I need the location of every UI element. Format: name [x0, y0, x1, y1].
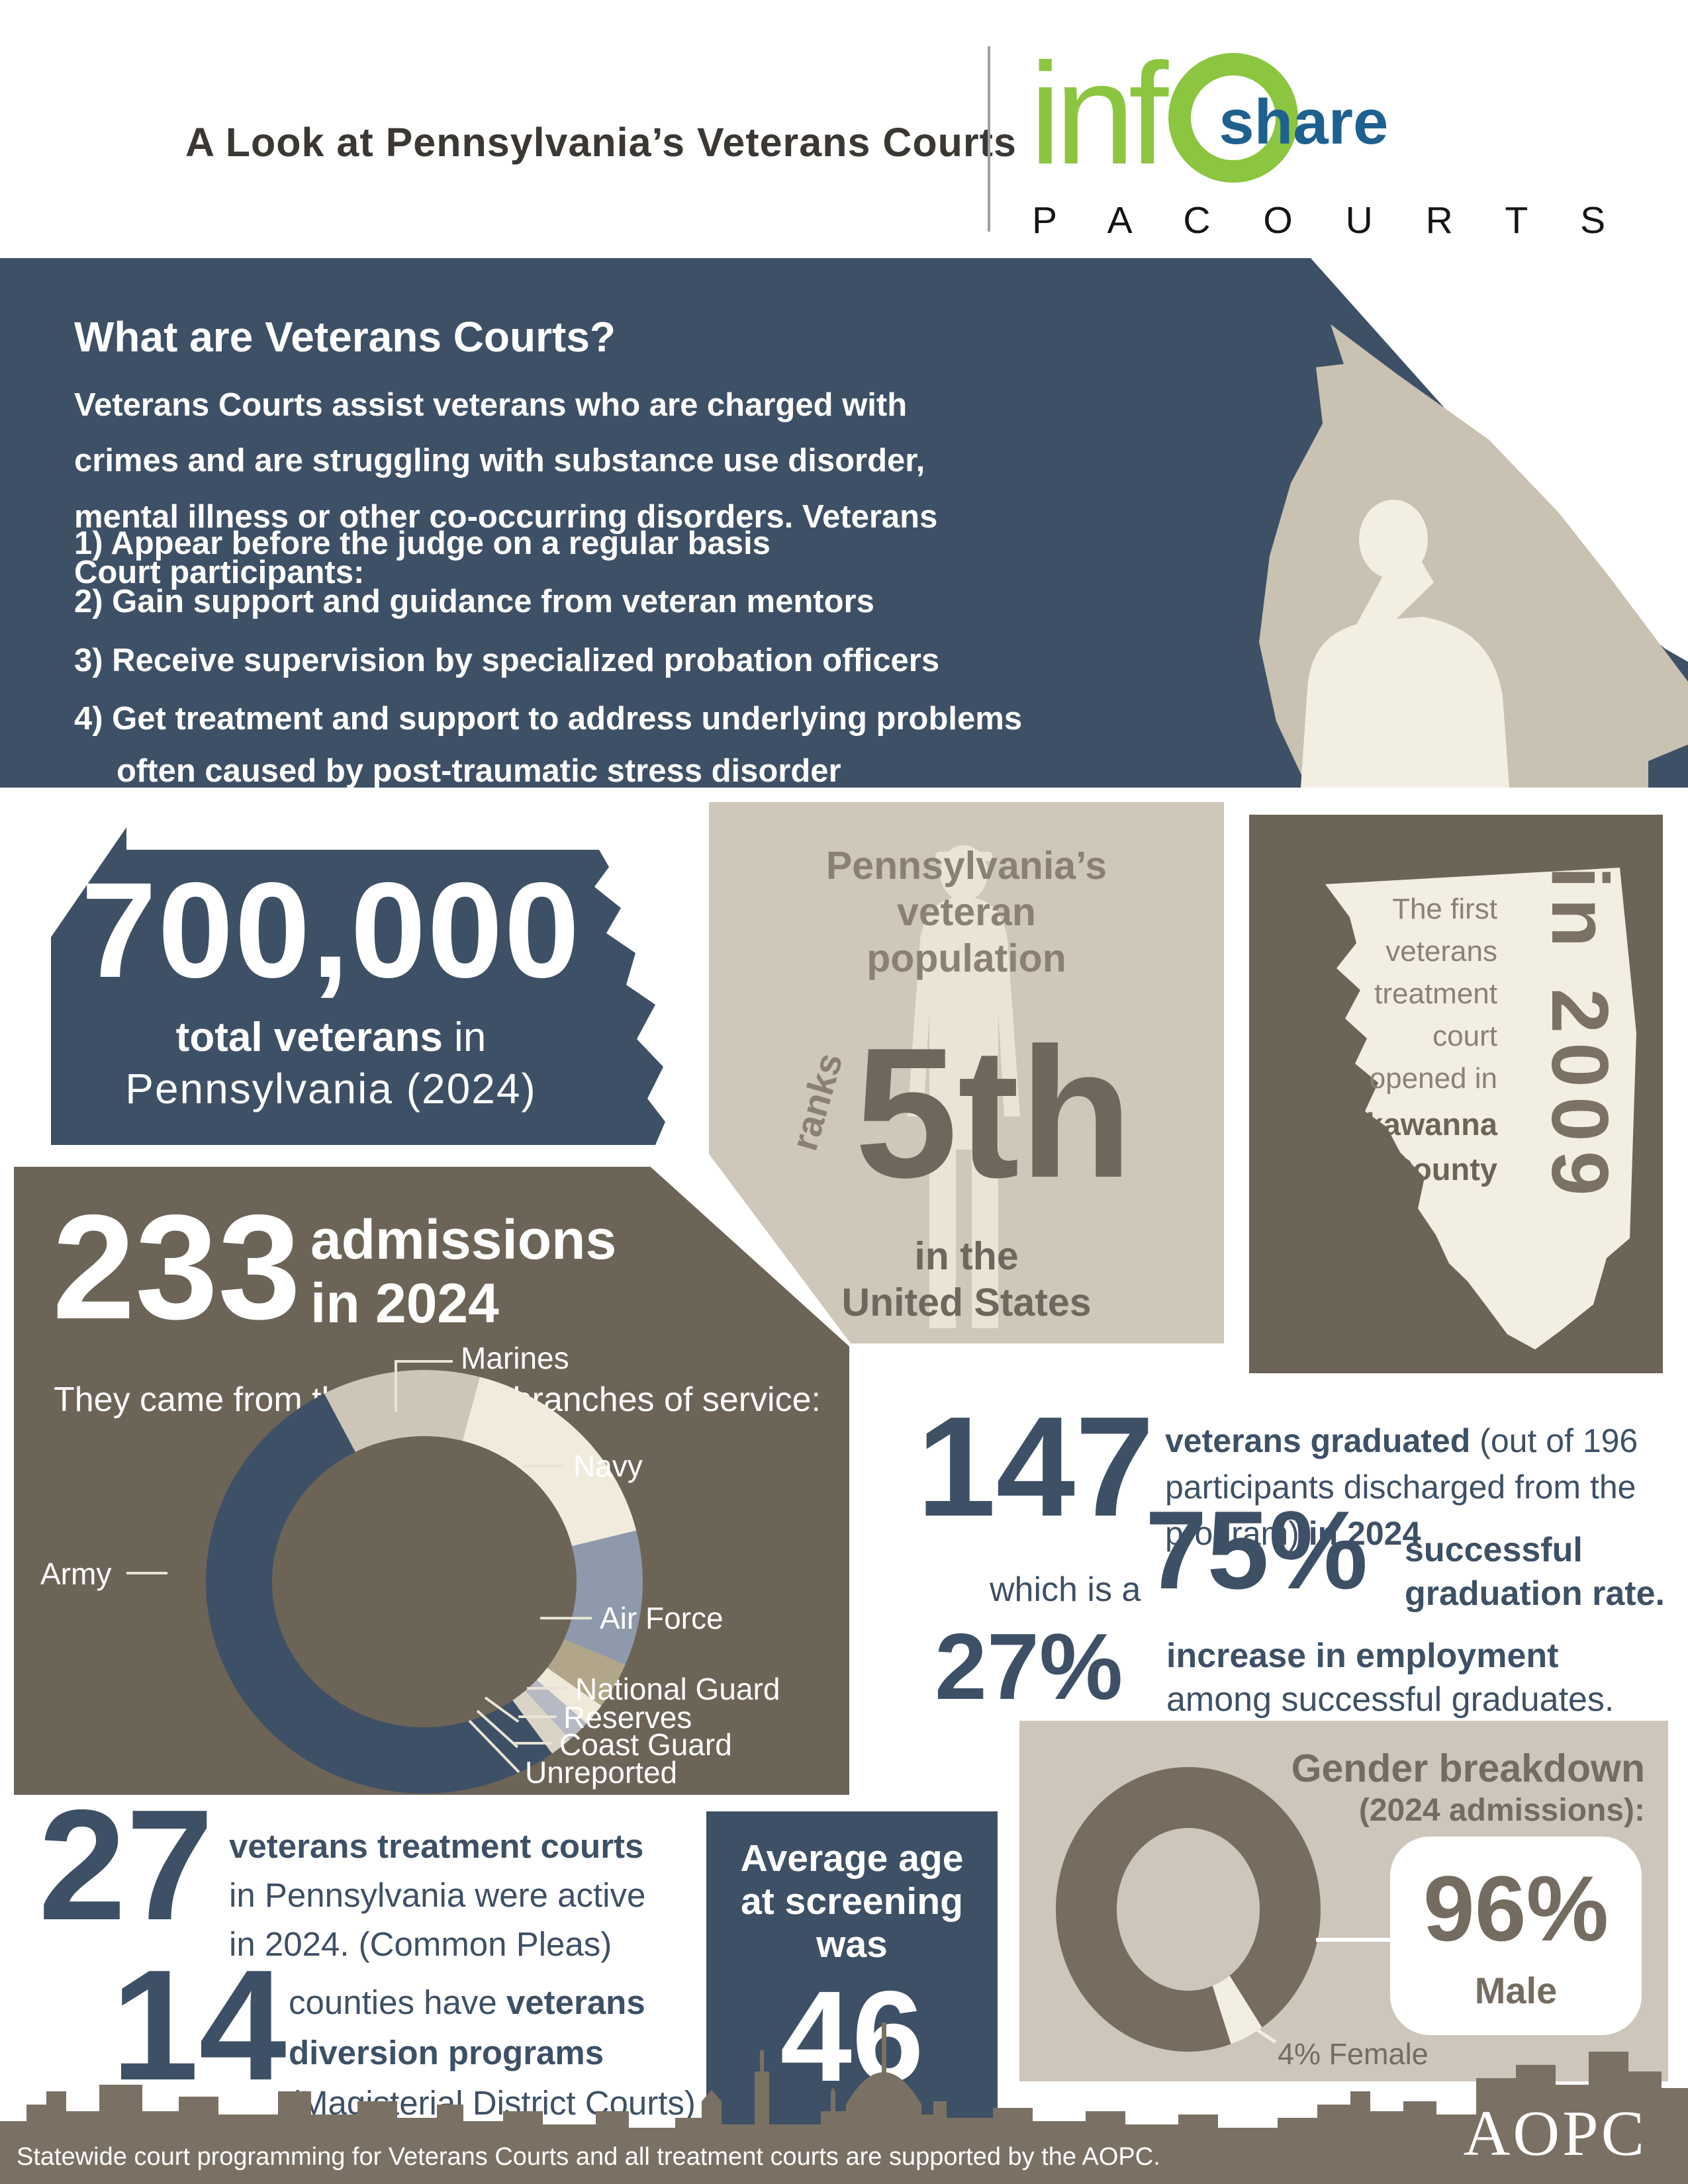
first-court-line: opened in [1369, 1062, 1497, 1095]
label-connector-line [527, 1687, 568, 1690]
male-value: 96% [1423, 1856, 1609, 1960]
first-court-line: treatment [1374, 978, 1497, 1010]
first-court-block: The first veterans treatment court opene… [1249, 815, 1663, 1373]
counties-label: counties have veterans [289, 1983, 645, 2021]
admissions-value: 233 [52, 1183, 301, 1350]
courts-label: in 2024. (Common Pleas) [229, 1925, 612, 1963]
rank-title-line: veteran [897, 890, 1036, 934]
page-title: A Look at Pennsylvania’s Veterans Courts [185, 120, 1017, 165]
hero-paragraph: Veterans Courts assist veterans who are … [74, 387, 938, 590]
donut-label-national-guard: National Guard [575, 1672, 780, 1706]
courts-label-bold: veterans treatment courts [229, 1827, 644, 1865]
logo-pacourts-text: P A C O U R T S [1032, 199, 1627, 242]
hero-heading: What are Veterans Courts? [74, 313, 616, 361]
donut-label-coast-guard: Coast Guard [559, 1727, 732, 1762]
graduated-text: veterans graduated (out of 196 participa… [1165, 1422, 1638, 1552]
label-connector-line [518, 1715, 557, 1718]
donut-hole [1117, 1828, 1260, 1991]
soldier-bust-silhouette [1301, 500, 1509, 788]
female-label: 4% Female [1278, 2037, 1429, 2071]
gender-donut-chart [1056, 1767, 1321, 2052]
hero-section: What are Veterans Courts? Veterans Court… [0, 258, 1688, 899]
donut-label-navy: Navy [573, 1449, 643, 1483]
gender-subtitle: (2024 admissions): [1358, 1793, 1645, 1828]
courts-value: 27 [38, 1778, 214, 1953]
first-court-line: veterans [1385, 935, 1497, 968]
rank-title-line: population [867, 936, 1066, 980]
label-connector-line [126, 1572, 167, 1574]
label-connector-line [540, 1617, 592, 1619]
courts-label: in Pennsylvania were active [229, 1876, 646, 1914]
logo-o-ring-icon: share [1168, 53, 1388, 183]
rank-title-line: Pennsylvania’s [825, 844, 1107, 887]
pennsylvania-shape [51, 827, 665, 1145]
label-connector-line [514, 1742, 553, 1745]
gender-title: Gender breakdown [1291, 1747, 1645, 1790]
admissions-label: in 2024 [310, 1272, 499, 1334]
list-item: 1) Appear before the judge on a regular … [74, 525, 771, 561]
first-court-county: Lackawanna [1312, 1107, 1497, 1142]
list-item: 4) Get treatment and support to address … [74, 701, 1023, 789]
gender-block: Gender breakdown (2024 admissions): 96% … [1019, 1721, 1668, 2081]
logo-info-text: inf [1029, 34, 1168, 195]
list-item: 2) Gain support and guidance from vetera… [74, 584, 874, 620]
counties-value: 14 [111, 1938, 287, 2113]
employment-label-bold: increase in employment [1166, 1637, 1559, 1675]
list-item: 3) Receive supervision by specialized pr… [74, 642, 940, 678]
rate-prefix: which is a [990, 1570, 1141, 1609]
branch-donut-chart [206, 1370, 643, 1794]
rank-5th-block: Pennsylvania’s veteran population ranks … [709, 802, 1224, 1343]
average-age-line: Average age [740, 1837, 964, 1880]
admissions-block: 233 admissions in 2024 They came from th… [14, 1167, 849, 1795]
donut-hole [272, 1436, 577, 1727]
city-skyline [0, 2023, 1688, 2184]
employment-value: 27% [935, 1614, 1123, 1719]
male-stat-card: 96% Male [1390, 1837, 1642, 2035]
donut-label-army: Army [40, 1557, 112, 1591]
header-divider [988, 46, 990, 232]
standing-soldier-silhouette [908, 845, 1020, 1328]
lackawanna-county-shape [1325, 868, 1636, 1349]
logo-share-text: share [1219, 87, 1389, 158]
donut-label-reserves: Reserves [563, 1700, 692, 1735]
male-connector-line [1316, 1938, 1392, 1942]
rank-value: 5th [855, 1010, 1133, 1216]
rate-value: 75% [1145, 1488, 1368, 1612]
rate-label: graduation rate. [1405, 1574, 1665, 1613]
graduated-value: 147 [917, 1387, 1154, 1546]
pa-veterans-block: 700,000 total veterans in Pennsylvania (… [40, 821, 675, 1152]
rank-suffix-line: in the [914, 1234, 1019, 1278]
saluting-soldier-art [1259, 258, 1688, 788]
rate-label: successful [1405, 1531, 1583, 1569]
label-connector-line [395, 1360, 397, 1412]
label-connector-line [395, 1360, 453, 1363]
first-court-year: in 2009 [1535, 866, 1625, 1205]
first-court-line: The first [1392, 893, 1497, 925]
admissions-label: admissions [310, 1208, 617, 1271]
pa-total-veterans-value: 700,000 [81, 854, 581, 1006]
infoshare-logo-row: inf share [1029, 15, 1388, 195]
aopc-logo: AOPC [1463, 2098, 1647, 2169]
donut-label-air-force: Air Force [600, 1601, 724, 1635]
first-court-line: court [1432, 1020, 1497, 1052]
pa-year-label: Pennsylvania (2024) [125, 1065, 537, 1113]
pa-total-veterans-label: total veterans in [175, 1015, 487, 1060]
footer-note: Statewide court programming for Veterans… [17, 2143, 1160, 2171]
infoshare-logo: inf share P A C O U R T S [1029, 41, 1605, 242]
employment-label: among successful graduates. [1166, 1680, 1615, 1719]
donut-label-marines: Marines [461, 1341, 569, 1375]
first-court-county: County [1390, 1152, 1497, 1187]
male-label: Male [1474, 1970, 1558, 2011]
average-age-line: at screening [741, 1880, 963, 1923]
label-connector-line [524, 1465, 565, 1467]
average-age-line: was [816, 1923, 888, 1966]
rank-suffix-line: United States [841, 1281, 1092, 1324]
counties-label-bold: diversion programs [289, 2034, 604, 2071]
donut-label-unreported: Unreported [525, 1755, 678, 1790]
